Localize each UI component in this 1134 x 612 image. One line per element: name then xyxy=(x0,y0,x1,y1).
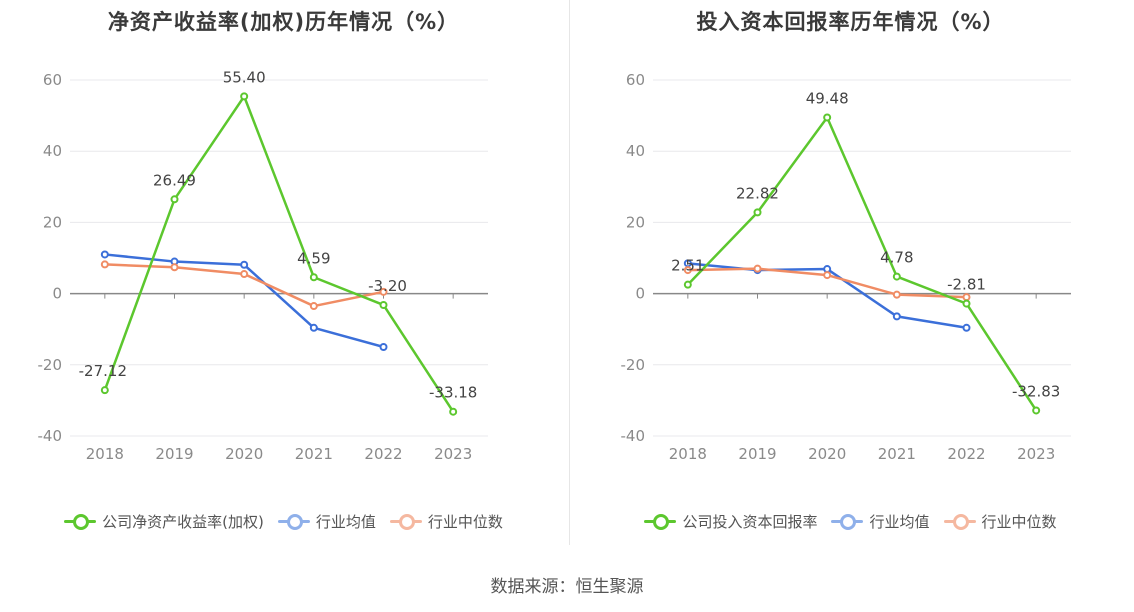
y-tick-label: -20 xyxy=(38,356,63,374)
x-tick-label: 2018 xyxy=(669,445,707,463)
y-tick-label: 40 xyxy=(43,142,62,160)
data-point-company xyxy=(683,280,692,289)
x-tick-label: 2022 xyxy=(947,445,985,463)
x-tick-label: 2022 xyxy=(364,445,402,463)
x-tick-label: 2023 xyxy=(1017,445,1055,463)
legend-swatch-icon xyxy=(644,510,677,532)
legend-swatch-icon xyxy=(831,510,864,532)
data-label: -3.20 xyxy=(368,277,407,295)
legend-label: 公司投入资本回报率 xyxy=(682,512,818,531)
y-tick-label: -40 xyxy=(621,427,646,445)
series-line-company xyxy=(686,116,1038,412)
legend-item-industry-avg[interactable]: 行业均值 xyxy=(831,510,930,532)
data-label: 26.49 xyxy=(153,171,196,189)
legend-item-industry-median[interactable]: 行业中位数 xyxy=(943,510,1057,532)
roic-line-chart: 60 40 20 0 -20 -40 2018 2019 2020 2021 2022 2023 2.5… xyxy=(621,71,1071,463)
roe-line-chart: 60 40 20 0 -20 -40 2018 2019 2020 2021 2022 2023 -27… xyxy=(38,68,488,463)
panel-divider xyxy=(569,0,570,545)
data-point-avg xyxy=(309,323,318,332)
data-label: -33.18 xyxy=(429,384,477,402)
data-point-median xyxy=(892,290,901,299)
x-tick-label: 2021 xyxy=(295,445,333,463)
chart-legend: 公司投入资本回报率 行业均值 行业中位数 xyxy=(567,510,1134,532)
y-tick-label: -20 xyxy=(621,356,646,374)
data-point-median xyxy=(170,263,179,272)
x-tick-label: 2018 xyxy=(86,445,124,463)
data-point-company xyxy=(379,300,388,309)
data-point-company xyxy=(1032,406,1041,415)
legend-item-company[interactable]: 公司净资产收益率(加权) xyxy=(64,510,264,532)
y-tick-label: 40 xyxy=(626,142,645,160)
data-point-company xyxy=(823,113,832,122)
data-point-median xyxy=(100,260,109,269)
data-point-median xyxy=(753,264,762,273)
legend-item-industry-median[interactable]: 行业中位数 xyxy=(389,510,503,532)
y-tick-label: 60 xyxy=(626,71,645,89)
legend-swatch-icon xyxy=(389,510,422,532)
y-tick-label: 60 xyxy=(43,71,62,89)
x-tick-label: 2023 xyxy=(434,445,472,463)
legend-swatch-icon xyxy=(277,510,310,532)
data-point-company xyxy=(100,386,109,395)
y-tick-label: -40 xyxy=(38,427,63,445)
data-point-company xyxy=(309,273,318,282)
legend-label: 公司净资产收益率(加权) xyxy=(102,512,264,531)
data-label: 49.48 xyxy=(806,89,849,107)
data-point-company xyxy=(962,299,971,308)
data-label: -2.81 xyxy=(947,276,986,294)
data-point-company xyxy=(753,208,762,217)
legend-label: 行业均值 xyxy=(869,512,930,531)
x-tick-label: 2020 xyxy=(225,445,263,463)
data-point-company xyxy=(170,195,179,204)
data-point-avg xyxy=(962,323,971,332)
legend-swatch-icon xyxy=(64,510,97,532)
data-point-avg xyxy=(100,250,109,259)
data-point-median xyxy=(823,271,832,280)
data-point-avg xyxy=(892,312,901,321)
data-point-median xyxy=(379,287,388,296)
data-point-company xyxy=(240,92,249,101)
x-tick-label: 2020 xyxy=(808,445,846,463)
x-tick-label: 2019 xyxy=(155,445,193,463)
data-label: -27.12 xyxy=(79,362,127,380)
roe-chart-panel: 净资产收益率(加权)历年情况（%） 60 40 20 0 -20 -40 2018 2019 2… xyxy=(0,0,567,545)
legend-label: 行业中位数 xyxy=(981,512,1057,531)
chart-title: 净资产收益率(加权)历年情况（%） xyxy=(107,10,460,34)
data-label: 4.78 xyxy=(880,249,913,267)
data-label: 2.51 xyxy=(671,257,704,275)
chart-legend: 公司净资产收益率(加权) 行业均值 行业中位数 xyxy=(0,510,567,532)
data-label: 22.82 xyxy=(736,184,779,202)
y-tick-label: 0 xyxy=(52,285,62,303)
y-tick-label: 20 xyxy=(43,213,62,231)
legend-item-industry-avg[interactable]: 行业均值 xyxy=(277,510,376,532)
data-point-avg xyxy=(379,343,388,351)
legend-item-company[interactable]: 公司投入资本回报率 xyxy=(644,510,817,532)
x-tick-label: 2021 xyxy=(878,445,916,463)
data-point-median xyxy=(962,293,971,302)
legend-swatch-icon xyxy=(943,510,976,532)
data-point-median xyxy=(683,266,692,275)
y-tick-label: 0 xyxy=(635,285,645,303)
series-line-company xyxy=(103,95,455,413)
data-point-avg xyxy=(240,260,249,269)
data-label: 4.59 xyxy=(297,249,330,267)
data-label: 55.40 xyxy=(223,68,266,86)
data-point-company xyxy=(449,407,458,416)
data-source-note: 数据来源：恒生聚源 xyxy=(490,577,644,597)
legend-label: 行业均值 xyxy=(315,512,376,531)
data-label: -32.83 xyxy=(1012,382,1060,400)
data-point-median xyxy=(309,302,318,311)
data-point-company xyxy=(892,272,901,281)
chart-title: 投入资本回报率历年情况（%） xyxy=(696,10,1005,34)
roic-chart-panel: 投入资本回报率历年情况（%） 60 40 20 0 -20 -40 2018 2019 2020… xyxy=(567,0,1134,545)
data-point-median xyxy=(240,270,249,279)
legend-label: 行业中位数 xyxy=(427,512,503,531)
x-tick-label: 2019 xyxy=(738,445,776,463)
y-tick-label: 20 xyxy=(626,213,645,231)
